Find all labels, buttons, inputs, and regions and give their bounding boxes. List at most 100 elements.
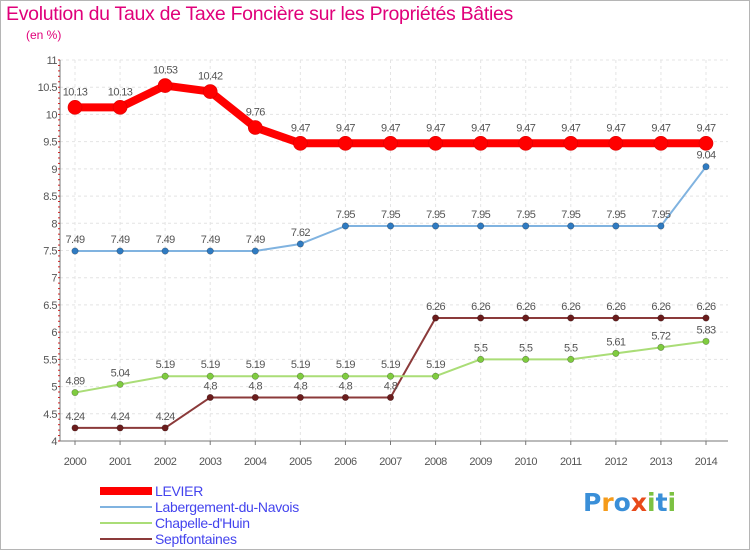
data-label: 9.47 [561,122,580,134]
data-point [116,380,124,388]
logo-letter: o [613,488,631,517]
data-point [206,372,214,380]
data-label: 7.95 [561,209,580,221]
data-point [251,247,259,255]
data-label: 10.13 [63,86,88,98]
y-tick-label: 7 [51,273,57,285]
data-point [112,100,128,115]
data-label: 9.47 [606,122,625,134]
y-tick-label: 9.5 [43,137,57,149]
x-tick-label: 2004 [244,456,267,468]
data-label: 5.19 [381,359,400,371]
data-point [386,372,394,380]
data-point [202,84,218,99]
x-tick-label: 2003 [199,456,222,468]
data-point [477,355,485,363]
legend-swatch-septfontaines [100,538,152,540]
data-label: 7.95 [381,209,400,221]
legend-swatch-labergement [100,506,152,508]
y-tick-label: 7.5 [43,246,57,258]
x-tick-label: 2009 [469,456,492,468]
x-tick-label: 2002 [154,456,177,468]
data-point [522,314,530,322]
data-label: 5.5 [474,342,488,354]
y-tick-label: 11 [47,55,58,67]
logo-letter: x [630,488,647,517]
x-tick-label: 2006 [334,456,357,468]
data-point [657,314,665,322]
data-point [608,135,624,151]
data-point [247,120,263,135]
x-tick-label: 2012 [605,456,628,468]
data-point [698,135,714,151]
data-point [338,135,353,151]
data-label: 4.24 [156,411,175,423]
data-point [161,372,169,380]
data-point [477,314,485,322]
data-label: 5.19 [426,359,445,371]
legend-item-chapelle: Chapelle-d'Huin [100,515,299,531]
data-point [432,314,440,322]
data-label: 7.95 [426,209,445,221]
data-point [702,337,710,345]
legend-item-labergement: Labergement-du-Navois [100,499,299,515]
data-label: 4.8 [384,380,398,392]
axes: 4 4.5 5 5.5 6 6.5 7 7.5 8 8.5 9 9.5 10 10.5 11 2000 2001… [38,55,728,468]
data-point [296,393,304,401]
data-label: 5.61 [606,336,625,348]
data-label: 9.47 [516,122,535,134]
data-label: 6.26 [471,301,490,313]
data-point [296,372,304,380]
data-point [612,222,620,230]
data-label: 9.76 [246,106,265,118]
data-point [432,222,440,230]
logo-letter: t [655,488,668,517]
data-point [116,424,124,432]
x-tick-label: 2001 [109,456,132,468]
y-tick-label: 8.5 [43,191,57,203]
x-tick-label: 2011 [560,456,582,468]
data-point [293,135,308,151]
data-point [428,135,443,151]
y-tick-label: 5.5 [43,354,57,366]
data-label: 9.47 [381,122,400,134]
data-label: 5.83 [696,324,715,336]
legend-label: Chapelle-d'Huin [155,515,250,531]
data-point [116,247,124,255]
logo-letter: r [601,488,614,517]
chart-subtitle: (en %) [26,28,62,42]
data-label: 10.13 [108,86,133,98]
data-point [161,424,169,432]
legend-label: LEVIER [155,483,203,499]
data-label: 4.8 [249,380,263,392]
legend-item-septfontaines: Septfontaines [100,531,299,547]
data-label: 4.24 [65,411,84,423]
data-label: 6.26 [651,301,670,313]
data-label: 9.47 [426,122,445,134]
y-tick-label: 8 [51,218,57,230]
data-point [251,393,259,401]
data-label: 7.95 [471,209,490,221]
data-point [612,349,620,357]
data-label: 4.8 [294,380,308,392]
data-point [386,393,394,401]
data-point [71,424,79,432]
data-point [522,355,530,363]
x-tick-label: 2000 [64,456,87,468]
data-point [67,100,83,115]
data-label: 7.49 [156,234,175,246]
logo-letter: i [667,488,677,517]
data-point [341,222,349,230]
data-label: 5.19 [156,359,175,371]
data-point [522,222,530,230]
x-tick-label: 2010 [514,456,537,468]
data-label: 9.47 [291,122,310,134]
data-label: 5.72 [651,330,670,342]
legend-swatch-levier [100,487,152,495]
x-tick-label: 2008 [424,456,447,468]
data-label: 10.42 [198,71,223,83]
data-label: 5.19 [291,359,310,371]
logo-letter: i [647,488,656,517]
data-point [563,135,579,151]
